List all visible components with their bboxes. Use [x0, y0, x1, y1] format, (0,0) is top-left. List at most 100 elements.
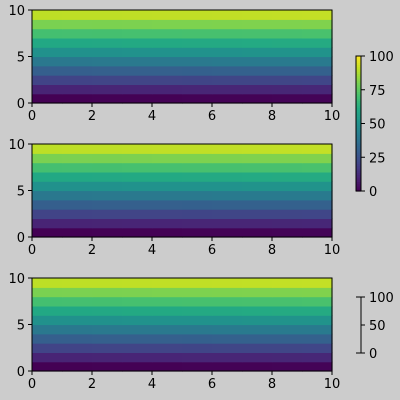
heatmap-cell: [212, 278, 243, 288]
heatmap-cell: [92, 93, 123, 104]
colorbar-top: 0 25 50 75 100: [355, 50, 394, 200]
heatmap-cell: [92, 305, 123, 316]
heatmap-cell: [32, 37, 63, 48]
heatmap-cell: [32, 305, 63, 316]
heatmap-cell: [302, 144, 333, 154]
heatmap-cell: [32, 352, 63, 363]
x-tick-label: 2: [88, 377, 96, 392]
heatmap-cell: [272, 324, 303, 335]
heatmap-cell: [242, 153, 273, 164]
heatmap-cell: [302, 287, 333, 298]
heatmap-cell: [182, 352, 213, 363]
heatmap-cell: [32, 190, 63, 201]
heatmap-cell: [122, 333, 153, 344]
heatmap-cell: [302, 181, 333, 192]
heatmap-cell: [122, 181, 153, 192]
colorbar-tick-label: 50: [369, 118, 386, 133]
heatmap-cell: [92, 352, 123, 363]
heatmap-cell: [122, 171, 153, 182]
heatmap-cell: [182, 218, 213, 229]
heatmap-cell: [212, 93, 243, 104]
heatmap-cell: [32, 333, 63, 344]
heatmap-cell: [92, 56, 123, 67]
y-tick-label: 5: [17, 319, 25, 334]
heatmap-cell: [122, 144, 153, 154]
heatmap-cell: [92, 28, 123, 39]
heatmap-cell: [122, 65, 153, 76]
x-tick-label: 8: [268, 377, 276, 392]
heatmap-cell: [212, 37, 243, 48]
heatmap-cell: [302, 343, 333, 353]
heatmap-cell: [302, 333, 333, 344]
heatmap-cell: [242, 75, 273, 85]
heatmap-cell: [62, 287, 93, 298]
heatmap-cell: [272, 144, 303, 154]
heatmap-cell: [272, 153, 303, 164]
colorbar-segment: [356, 155, 361, 158]
heatmap-cell: [242, 315, 273, 326]
heatmap-cell: [302, 199, 333, 210]
heatmap-cells: [32, 144, 333, 238]
colorbar-segment: [356, 177, 361, 181]
heatmap-cell: [182, 315, 213, 326]
heatmap-cell: [272, 278, 303, 288]
heatmap-cell: [152, 227, 183, 238]
heatmap-cell: [62, 56, 93, 67]
colorbar-segment: [356, 123, 361, 127]
heatmap-cell: [182, 10, 213, 20]
heatmap-cell: [32, 199, 63, 210]
heatmap-cell: [32, 144, 63, 154]
heatmap-cell: [182, 209, 213, 219]
heatmap-cell: [302, 19, 333, 30]
heatmap-cell: [212, 47, 243, 58]
heatmap-cell: [152, 218, 183, 229]
colorbar-tick-label: 100: [369, 291, 394, 306]
x-tick-label: 10: [324, 243, 341, 258]
heatmap-cell: [212, 227, 243, 238]
y-tick-label: 0: [17, 365, 25, 380]
heatmap-cell: [212, 343, 243, 353]
heatmap-cell: [62, 93, 93, 104]
heatmap-cell: [62, 315, 93, 326]
colorbar-segment: [356, 186, 361, 190]
heatmap-cell: [182, 144, 213, 154]
heatmap-cell: [32, 209, 63, 219]
heatmap-cell: [182, 28, 213, 39]
heatmap-cell: [92, 84, 123, 95]
y-tick-label: 5: [17, 51, 25, 66]
heatmap-cell: [302, 296, 333, 307]
heatmap-cell: [122, 296, 153, 307]
colorbar-segment: [356, 76, 361, 80]
heatmap-cell: [212, 153, 243, 164]
heatmap-cell: [302, 324, 333, 335]
heatmap-cell: [182, 47, 213, 58]
heatmap-cell: [62, 361, 93, 372]
heatmap-cell: [212, 190, 243, 201]
heatmap-cell: [122, 10, 153, 20]
heatmap-cell: [32, 361, 63, 372]
y-tick-label: 5: [17, 185, 25, 200]
heatmap-cell: [242, 56, 273, 67]
x-tick-label: 4: [148, 377, 156, 392]
heatmap-cell: [152, 47, 183, 58]
heatmap-cell: [302, 84, 333, 95]
heatmap-cell: [122, 287, 153, 298]
heatmap-cell: [122, 84, 153, 95]
heatmap-cell: [212, 10, 243, 20]
heatmap-cell: [272, 296, 303, 307]
heatmap-cell: [152, 162, 183, 173]
heatmap-cell: [122, 361, 153, 372]
x-tick-label: 4: [148, 109, 156, 124]
heatmap-cell: [212, 28, 243, 39]
heatmap-cell: [212, 209, 243, 219]
heatmap-cell: [302, 28, 333, 39]
heatmap-cell: [272, 218, 303, 229]
colorbar-segment: [356, 98, 361, 102]
heatmap-cell: [242, 287, 273, 298]
heatmap-cell: [272, 28, 303, 39]
heatmap-cell: [302, 162, 333, 173]
heatmap-cell: [62, 296, 93, 307]
heatmap-cell: [302, 305, 333, 316]
heatmap-cell: [122, 324, 153, 335]
